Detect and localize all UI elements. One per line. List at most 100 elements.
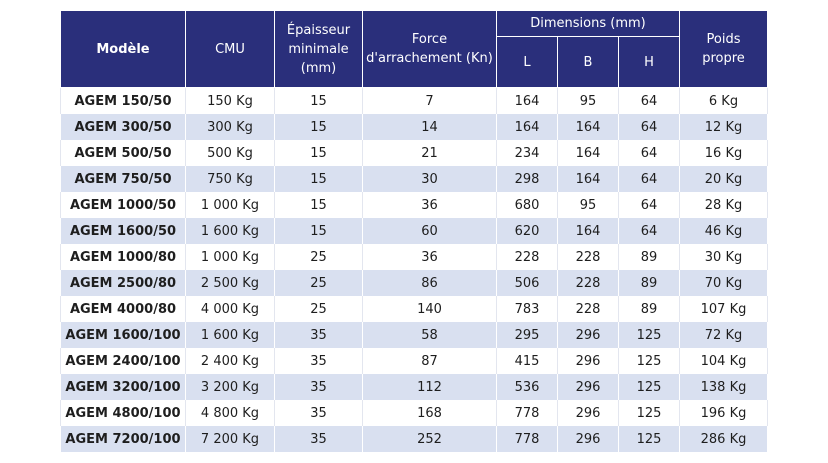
cell-weight: 46 Kg [679, 218, 768, 244]
table-row: AGEM 500/50 500 Kg 15 21 234 164 64 16 Kg [60, 140, 768, 166]
header-cmu: CMU [185, 10, 275, 88]
cell-thickness: 15 [274, 192, 363, 218]
header-dimensions: Dimensions (mm) [496, 10, 680, 37]
cell-dim-b: 95 [557, 192, 619, 218]
cell-cmu: 150 Kg [185, 87, 275, 114]
cell-cmu: 4 800 Kg [185, 400, 275, 426]
header-model: Modèle [60, 10, 186, 88]
cell-model: AGEM 750/50 [60, 166, 186, 192]
cell-dim-h: 64 [618, 166, 680, 192]
cell-dim-b: 95 [557, 87, 619, 114]
cell-dim-h: 125 [618, 400, 680, 426]
spec-table: Modèle CMU Épaisseur minimale (mm) Force… [60, 10, 768, 452]
cell-dim-h: 125 [618, 426, 680, 452]
cell-cmu: 2 400 Kg [185, 348, 275, 374]
cell-dim-h: 125 [618, 322, 680, 348]
header-dim-b: B [557, 36, 619, 88]
cell-dim-b: 296 [557, 322, 619, 348]
cell-thickness: 35 [274, 322, 363, 348]
cell-model: AGEM 500/50 [60, 140, 186, 166]
cell-model: AGEM 300/50 [60, 114, 186, 140]
cell-dim-b: 296 [557, 374, 619, 400]
cell-model: AGEM 4800/100 [60, 400, 186, 426]
cell-model: AGEM 7200/100 [60, 426, 186, 452]
header-dim-h: H [618, 36, 680, 88]
cell-cmu: 3 200 Kg [185, 374, 275, 400]
table-body: AGEM 150/50 150 Kg 15 7 164 95 64 6 Kg AGEM 300/… [60, 87, 768, 452]
spec-table-container: Modèle CMU Épaisseur minimale (mm) Force… [60, 10, 768, 452]
cell-dim-h: 125 [618, 374, 680, 400]
cell-weight: 16 Kg [679, 140, 768, 166]
cell-cmu: 1 000 Kg [185, 192, 275, 218]
cell-thickness: 15 [274, 218, 363, 244]
cell-cmu: 500 Kg [185, 140, 275, 166]
cell-cmu: 4 000 Kg [185, 296, 275, 322]
cell-cmu: 7 200 Kg [185, 426, 275, 452]
cell-weight: 286 Kg [679, 426, 768, 452]
cell-cmu: 1 600 Kg [185, 218, 275, 244]
table-row: AGEM 3200/100 3 200 Kg 35 112 536 296 125 138 K… [60, 374, 768, 400]
cell-dim-h: 64 [618, 114, 680, 140]
cell-model: AGEM 2400/100 [60, 348, 186, 374]
cell-force: 14 [362, 114, 497, 140]
cell-dim-l: 164 [496, 87, 558, 114]
cell-dim-l: 620 [496, 218, 558, 244]
cell-cmu: 750 Kg [185, 166, 275, 192]
cell-dim-b: 228 [557, 244, 619, 270]
cell-thickness: 25 [274, 270, 363, 296]
header-weight: Poids propre [679, 10, 768, 88]
cell-dim-b: 228 [557, 270, 619, 296]
cell-force: 140 [362, 296, 497, 322]
cell-dim-h: 125 [618, 348, 680, 374]
cell-force: 21 [362, 140, 497, 166]
cell-thickness: 15 [274, 87, 363, 114]
table-row: AGEM 750/50 750 Kg 15 30 298 164 64 20 Kg [60, 166, 768, 192]
cell-dim-l: 680 [496, 192, 558, 218]
cell-dim-h: 89 [618, 244, 680, 270]
cell-dim-l: 506 [496, 270, 558, 296]
cell-dim-h: 64 [618, 140, 680, 166]
cell-force: 168 [362, 400, 497, 426]
table-row: AGEM 1600/50 1 600 Kg 15 60 620 164 64 46 Kg [60, 218, 768, 244]
table-row: AGEM 4800/100 4 800 Kg 35 168 778 296 125 196 K… [60, 400, 768, 426]
cell-weight: 72 Kg [679, 322, 768, 348]
cell-weight: 28 Kg [679, 192, 768, 218]
cell-thickness: 15 [274, 114, 363, 140]
table-row: AGEM 2500/80 2 500 Kg 25 86 506 228 89 70 Kg [60, 270, 768, 296]
cell-force: 36 [362, 244, 497, 270]
cell-dim-h: 64 [618, 192, 680, 218]
cell-dim-b: 164 [557, 140, 619, 166]
cell-thickness: 25 [274, 296, 363, 322]
cell-weight: 20 Kg [679, 166, 768, 192]
cell-cmu: 1 600 Kg [185, 322, 275, 348]
cell-model: AGEM 1600/100 [60, 322, 186, 348]
table-row: AGEM 7200/100 7 200 Kg 35 252 778 296 125 286 K… [60, 426, 768, 452]
cell-cmu: 2 500 Kg [185, 270, 275, 296]
cell-weight: 30 Kg [679, 244, 768, 270]
cell-weight: 70 Kg [679, 270, 768, 296]
cell-weight: 196 Kg [679, 400, 768, 426]
cell-force: 7 [362, 87, 497, 114]
cell-thickness: 15 [274, 166, 363, 192]
cell-cmu: 1 000 Kg [185, 244, 275, 270]
table-row: AGEM 150/50 150 Kg 15 7 164 95 64 6 Kg [60, 87, 768, 114]
cell-dim-b: 228 [557, 296, 619, 322]
cell-thickness: 25 [274, 244, 363, 270]
cell-weight: 104 Kg [679, 348, 768, 374]
cell-dim-b: 296 [557, 348, 619, 374]
cell-dim-l: 298 [496, 166, 558, 192]
cell-model: AGEM 3200/100 [60, 374, 186, 400]
cell-thickness: 35 [274, 348, 363, 374]
cell-model: AGEM 1000/50 [60, 192, 186, 218]
cell-model: AGEM 4000/80 [60, 296, 186, 322]
cell-dim-l: 415 [496, 348, 558, 374]
cell-dim-l: 295 [496, 322, 558, 348]
cell-model: AGEM 150/50 [60, 87, 186, 114]
cell-dim-l: 228 [496, 244, 558, 270]
table-row: AGEM 1600/100 1 600 Kg 35 58 295 296 125 72 Kg [60, 322, 768, 348]
table-row: AGEM 1000/80 1 000 Kg 25 36 228 228 89 30 Kg [60, 244, 768, 270]
table-row: AGEM 4000/80 4 000 Kg 25 140 783 228 89 107 Kg [60, 296, 768, 322]
cell-thickness: 35 [274, 426, 363, 452]
cell-dim-h: 89 [618, 270, 680, 296]
cell-force: 112 [362, 374, 497, 400]
